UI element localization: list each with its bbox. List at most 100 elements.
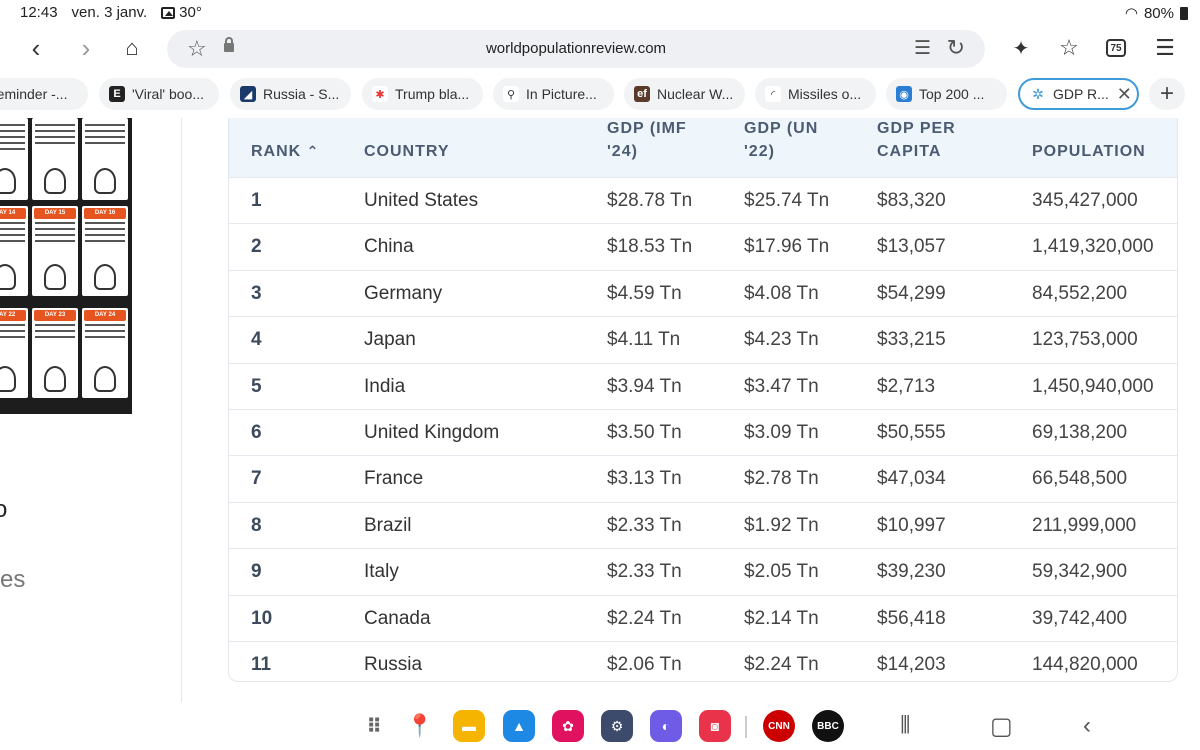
country-cell[interactable]: Canada (364, 607, 431, 629)
rank-cell: 9 (251, 561, 262, 583)
rank-cell: 11 (251, 654, 272, 675)
app-drawer-icon[interactable]: ⠿ (358, 710, 390, 742)
tab-manager-button[interactable]: 75 (1103, 28, 1129, 68)
population-cell: 123,753,000 (1032, 329, 1138, 351)
drive-icon[interactable]: ▲ (503, 710, 535, 742)
population-column-header[interactable]: POPULATION (1032, 143, 1146, 160)
tab-item[interactable]: ◜ Missiles o... (755, 78, 876, 110)
tab-favicon-icon: ◢ (240, 86, 256, 102)
web-page: DAY 14 DAY 15 DAY 16 DAY 22 DAY 23 DAY 2… (0, 118, 1200, 702)
status-date: ven. 3 janv. (71, 4, 148, 21)
population-cell: 1,450,940,000 (1032, 375, 1154, 397)
status-temperature: 30° (179, 4, 202, 21)
country-cell[interactable]: France (364, 468, 424, 490)
gdp-per-capita-cell: $13,057 (877, 236, 946, 258)
gdp-imf-column-header[interactable]: GDP (IMF '24) (607, 118, 687, 163)
close-tab-icon[interactable]: ✕ (1116, 83, 1132, 104)
rank-cell: 4 (251, 329, 262, 351)
tab-item[interactable]: reminder -... (0, 78, 88, 110)
table-row: 8 Brazil $2.33 Tn $1.92 Tn $10,997 211,999,00… (229, 501, 1177, 548)
tab-item[interactable]: E 'Viral' boo... (99, 78, 219, 110)
tab-label: Missiles o... (788, 86, 862, 102)
add-bookmark-icon[interactable]: ☆ (1059, 35, 1079, 60)
tab-label: Trump bla... (395, 86, 470, 102)
tab-item[interactable]: ◉ Top 200 ... (886, 78, 1007, 110)
meal-day-card: DAY 22 (0, 308, 28, 398)
country-cell[interactable]: Italy (364, 561, 399, 583)
rank-cell: 2 (251, 236, 262, 258)
forward-icon[interactable]: › (81, 32, 91, 63)
gdp-per-capita-cell: $39,230 (877, 561, 946, 583)
home-icon[interactable]: ⌂ (125, 35, 139, 60)
new-tab-button[interactable]: + (1149, 78, 1185, 110)
country-cell[interactable]: India (364, 375, 406, 397)
address-bar[interactable]: ☆ worldpopulationreview.com ☰ ↻ (167, 30, 985, 68)
meal-day-card: DAY 14 (0, 206, 28, 296)
sidebar-text-fragment: o (0, 496, 8, 523)
bookmark-star-icon[interactable]: ☆ (187, 36, 207, 61)
battery-percent: 80% (1143, 4, 1174, 22)
gdp-imf-cell: $2.24 Tn (607, 607, 682, 629)
header-label: CAPITA (877, 143, 942, 160)
tab-item[interactable]: ◢ Russia - S... (230, 78, 351, 110)
tab-count: 75 (1106, 39, 1126, 57)
battery-icon (1180, 6, 1188, 20)
gdp-per-capita-cell: $33,215 (877, 329, 946, 351)
country-cell[interactable]: Russia (364, 654, 423, 675)
table-row: 7 France $3.13 Tn $2.78 Tn $47,034 66,548,500 (229, 455, 1177, 501)
tab-item[interactable]: ef Nuclear W... (624, 78, 745, 110)
maps-icon[interactable]: 📍 (404, 710, 436, 742)
files-icon[interactable]: ▬ (453, 710, 485, 742)
bbc-icon[interactable]: BBC (812, 710, 844, 742)
gdp-un-column-header[interactable]: GDP (UN '22) (744, 118, 818, 163)
header-label: RANK (251, 143, 302, 160)
rank-cell: 5 (251, 375, 262, 397)
gdp-per-capita-column-header[interactable]: GDP PER CAPITA (877, 118, 956, 163)
screen-recorder-icon[interactable]: ◙ (699, 710, 731, 742)
menu-icon[interactable]: ☰ (1155, 35, 1175, 60)
country-cell[interactable]: China (364, 236, 414, 258)
gdp-un-cell: $3.47 Tn (744, 375, 819, 397)
gdp-un-cell: $4.08 Tn (744, 282, 819, 304)
gdp-un-cell: $2.05 Tn (744, 561, 819, 583)
country-cell[interactable]: Japan (364, 329, 416, 351)
reader-mode-icon[interactable]: ☰ (913, 38, 931, 59)
gdp-un-cell: $17.96 Tn (744, 236, 830, 258)
back-button-icon[interactable]: ‹ (1083, 712, 1091, 739)
tab-label: reminder -... (0, 86, 68, 102)
header-label: GDP (IMF (607, 120, 687, 137)
tab-item[interactable]: ⚲ In Picture... (493, 78, 614, 110)
gallery-icon[interactable]: ✿ (552, 710, 584, 742)
country-cell[interactable]: Germany (364, 282, 443, 304)
recent-apps-icon[interactable]: ⦀ (900, 712, 911, 739)
country-cell[interactable]: United States (364, 190, 479, 211)
meal-day-card (32, 118, 78, 200)
country-column-header[interactable]: COUNTRY (364, 143, 450, 160)
internet-icon[interactable]: ◐ (650, 710, 682, 742)
back-icon[interactable]: ‹ (31, 32, 41, 63)
table-row: 6 United Kingdom $3.50 Tn $3.09 Tn $50,555 69… (229, 409, 1177, 455)
country-cell[interactable]: United Kingdom (364, 422, 500, 443)
rank-cell: 10 (251, 607, 273, 629)
ai-sparkle-icon[interactable]: ✦ (1012, 37, 1030, 60)
settings-icon[interactable]: ⚙ (601, 710, 633, 742)
meal-day-card: DAY 23 (32, 308, 78, 398)
tab-item-active[interactable]: ✲ GDP R... ✕ (1018, 78, 1139, 110)
tab-item[interactable]: ✱ Trump bla... (362, 78, 483, 110)
country-cell[interactable]: Brazil (364, 514, 412, 536)
cnn-icon[interactable]: CNN (763, 710, 795, 742)
header-label: '24) (607, 143, 638, 160)
home-button-icon[interactable]: ▢ (990, 713, 1013, 740)
tab-favicon-icon: ef (634, 86, 650, 102)
sidebar-text-fragment: es (0, 566, 26, 593)
population-cell: 144,820,000 (1032, 654, 1138, 675)
gdp-un-cell: $2.78 Tn (744, 468, 819, 490)
url-text: worldpopulationreview.com (485, 40, 667, 57)
reload-icon[interactable]: ↻ (946, 35, 965, 60)
gdp-per-capita-cell: $2,713 (877, 375, 936, 397)
rank-column-header[interactable]: RANK ⌃ (251, 140, 319, 163)
gdp-imf-cell: $4.59 Tn (607, 282, 682, 304)
tab-label: 'Viral' boo... (132, 86, 205, 102)
status-time: 12:43 (20, 4, 58, 21)
tab-label: Top 200 ... (919, 86, 985, 102)
